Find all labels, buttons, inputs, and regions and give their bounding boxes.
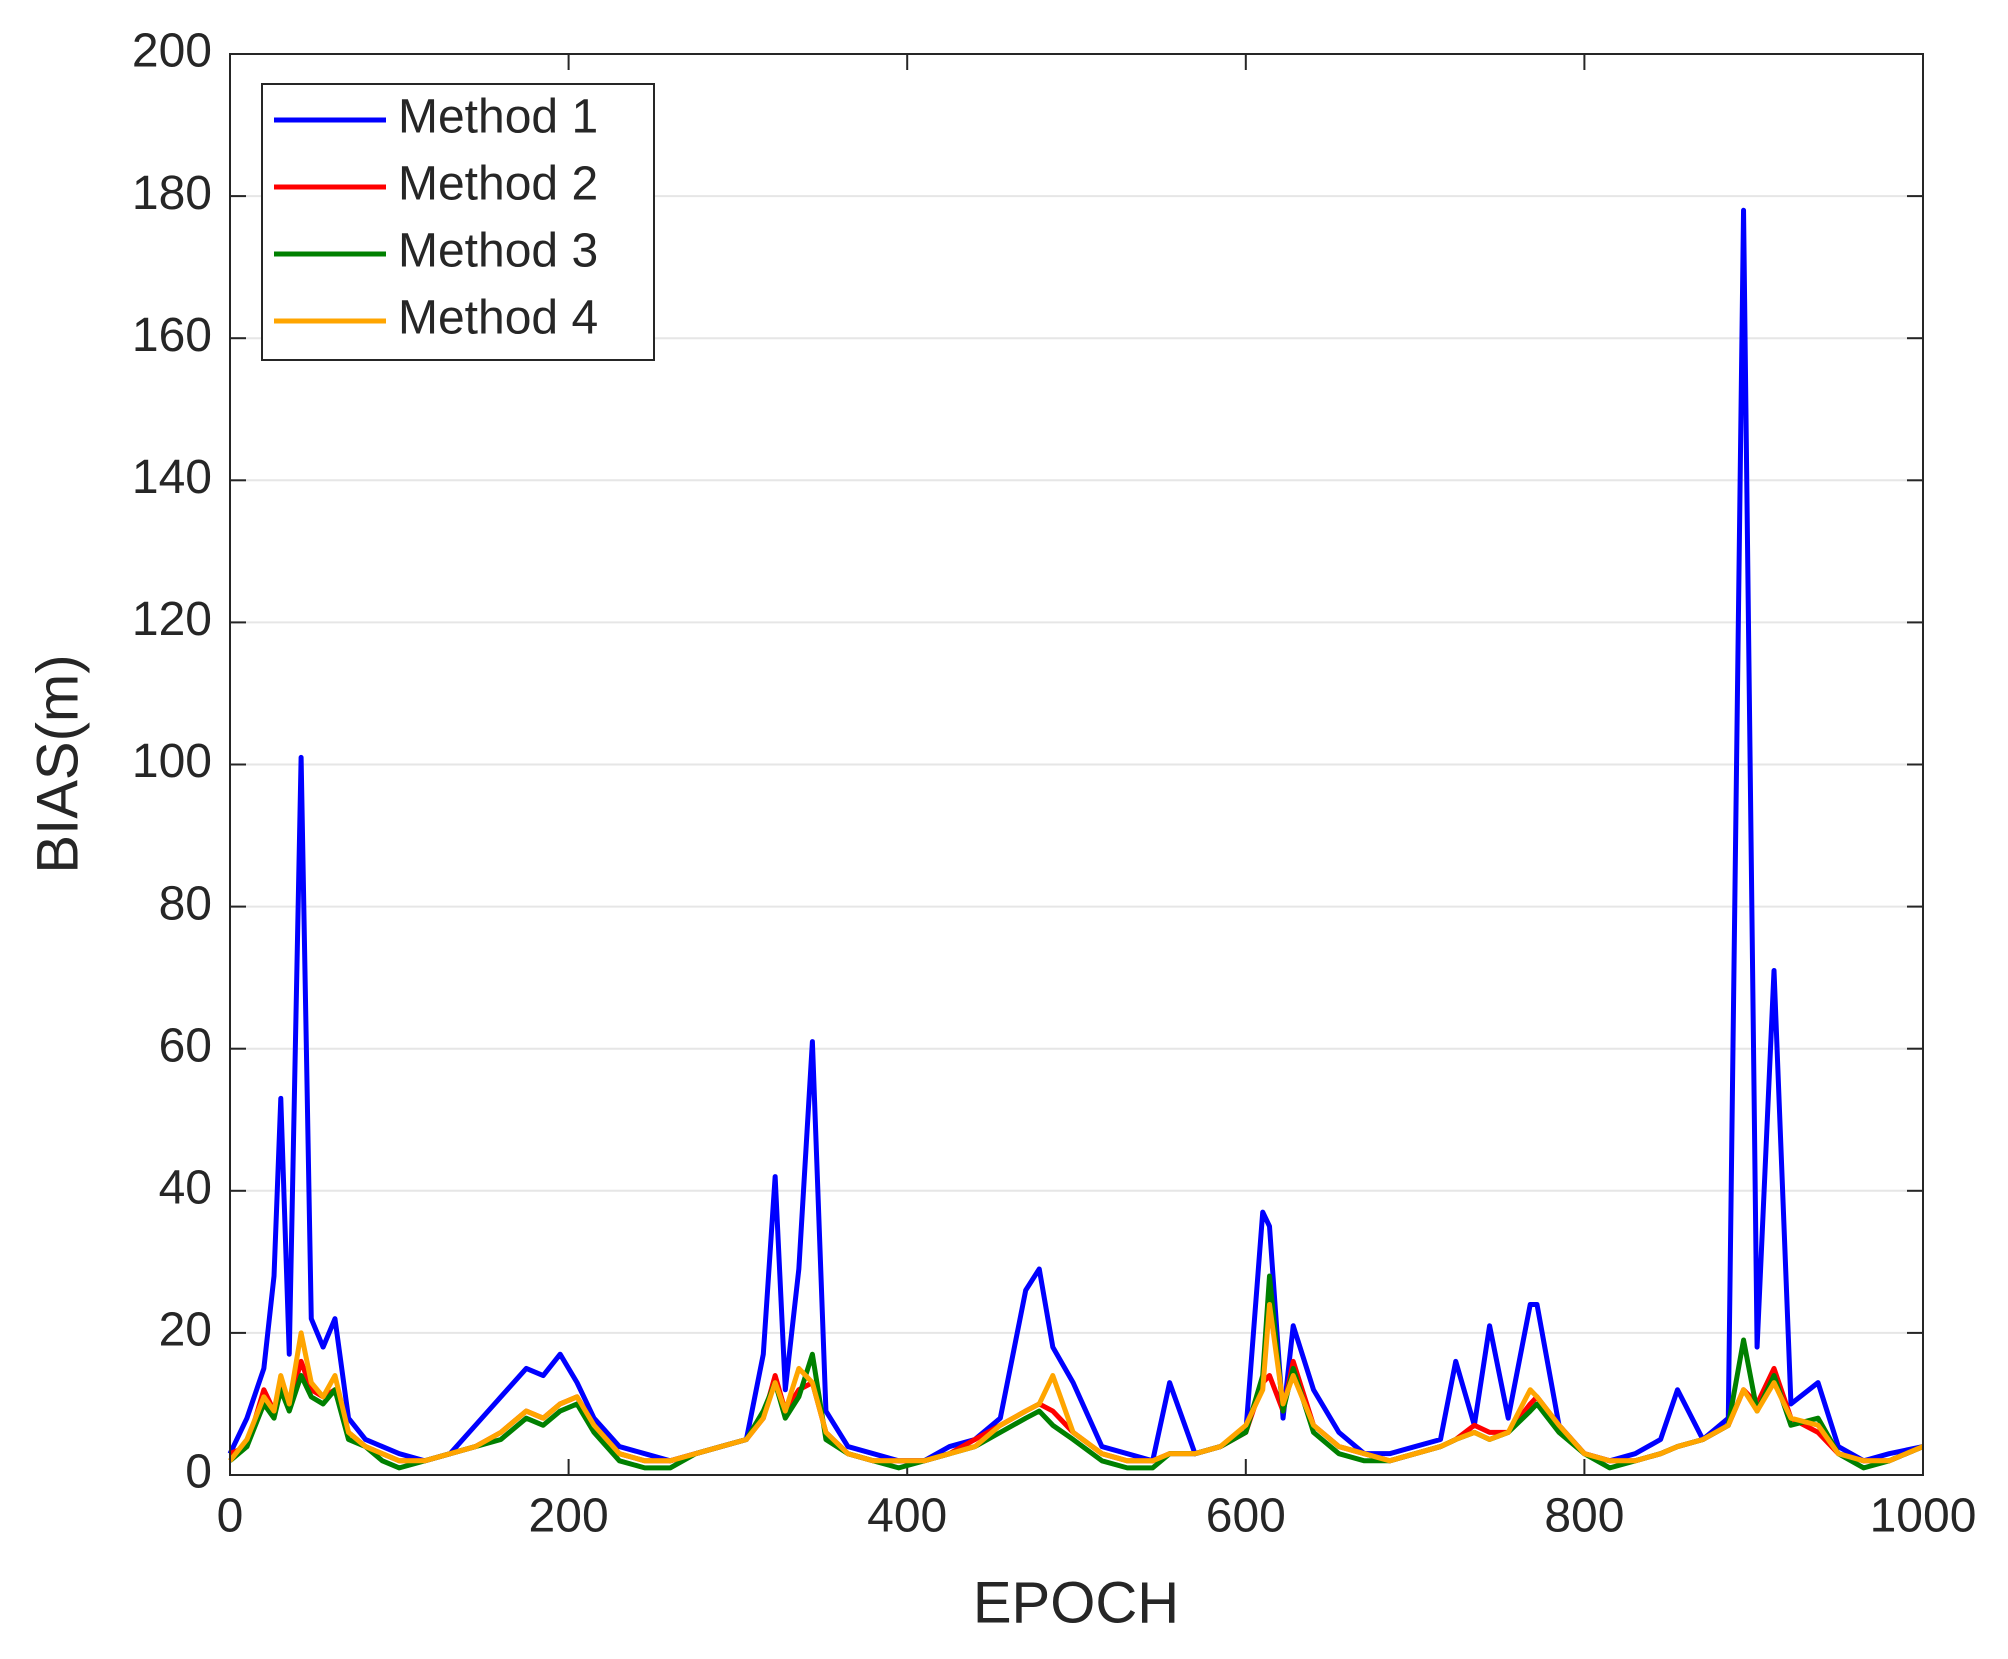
y-tick-label: 120 <box>132 593 212 646</box>
y-tick-label: 200 <box>132 25 212 78</box>
y-tick-label: 0 <box>185 1446 212 1499</box>
x-tick-label: 800 <box>1544 1490 1624 1543</box>
x-axis-label: EPOCH <box>973 1570 1179 1635</box>
x-tick-label: 600 <box>1206 1490 1286 1543</box>
legend-label: Method 1 <box>398 91 598 144</box>
legend-label: Method 3 <box>398 225 598 278</box>
y-axis-label: BIAS(m) <box>25 654 90 873</box>
series-line <box>228 1301 1924 1464</box>
x-tick-label: 0 <box>217 1490 244 1543</box>
series-line <box>227 207 1924 1464</box>
y-tick-label: 160 <box>132 309 212 362</box>
y-tick-label: 100 <box>132 735 212 788</box>
x-tick-label: 200 <box>529 1490 609 1543</box>
y-tick-label: 20 <box>159 1304 212 1357</box>
y-tick-label: 180 <box>132 167 212 220</box>
y-tick-label: 60 <box>159 1019 212 1072</box>
x-tick-label: 400 <box>867 1490 947 1543</box>
legend-label: Method 2 <box>398 158 598 211</box>
y-tick-label: 40 <box>159 1161 212 1214</box>
legend-label: Method 4 <box>398 292 598 345</box>
y-tick-label: 140 <box>132 451 212 504</box>
plot-frame <box>229 53 1924 1476</box>
y-tick-label: 80 <box>159 877 212 930</box>
legend-box <box>261 83 655 361</box>
x-tick-label: 1000 <box>1870 1490 1977 1543</box>
